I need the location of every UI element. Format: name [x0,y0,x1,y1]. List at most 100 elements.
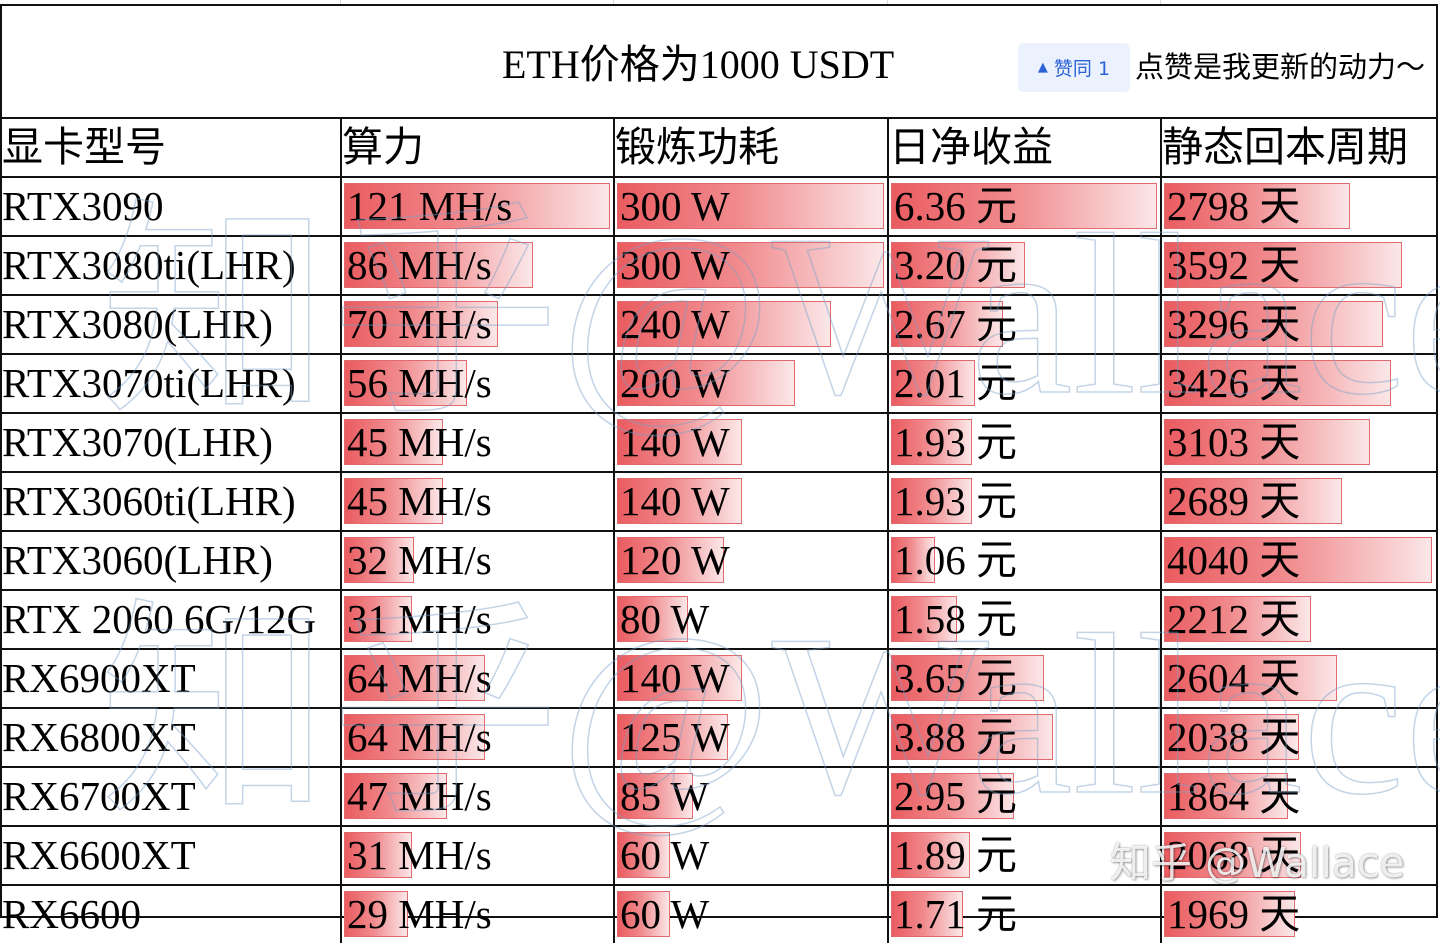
payback-cell: 1969 天 [1160,884,1436,943]
table-row: RX6600 29 MH/s 60 W 1.71 元 1969 天 [2,884,1436,943]
hashrate-cell-value: 64 MH/s [347,714,492,760]
data-bar [344,714,485,760]
data-bar [891,242,1025,288]
hashrate-cell-value: 31 MH/s [347,832,492,878]
payback-cell-value: 1864 天 [1167,773,1301,819]
hashrate-cell-value: 45 MH/s [347,419,492,465]
power-cell-value: 80 W [620,596,710,642]
gpu-mining-table: 显卡型号 算力 锻炼功耗 日净收益 静态回本周期 RTX3090 121 MH/s… [2,119,1436,943]
power-cell: 85 W [613,766,889,827]
hashrate-cell-value: 47 MH/s [347,773,492,819]
daily-profit-cell: 1.06 元 [887,530,1162,591]
gpu-model-cell: RX6600 [2,884,342,943]
table-row: RTX3070(LHR) 45 MH/s 140 W 1.93 元 3103 天 [2,412,1436,473]
hashrate-cell: 56 MH/s [340,353,615,414]
gpu-model-cell: RTX3070ti(LHR) [2,353,342,414]
hashrate-cell: 86 MH/s [340,235,615,296]
upvote-button[interactable]: ▲ 赞同 1 [1018,43,1130,92]
hashrate-cell-value: 121 MH/s [347,183,513,229]
daily-profit-cell-value: 1.71 元 [894,891,1017,937]
payback-cell: 2068 天 [1160,825,1436,886]
table-row: RX6600XT 31 MH/s 60 W 1.89 元 2068 天 [2,825,1436,886]
payback-cell-value: 2689 天 [1167,478,1301,524]
data-bar [617,773,693,819]
hashrate-cell: 70 MH/s [340,294,615,355]
header-payback: 静态回本周期 [1160,119,1436,178]
data-bar [1164,242,1402,288]
payback-cell: 2604 天 [1160,648,1436,709]
daily-profit-cell: 2.95 元 [887,766,1162,827]
hashrate-cell-value: 32 MH/s [347,537,492,583]
hashrate-cell: 45 MH/s [340,471,615,532]
hashrate-cell-value: 56 MH/s [347,360,492,406]
data-bar [1164,183,1350,229]
gpu-model-cell: RX6900XT [2,648,342,709]
hashrate-cell: 31 MH/s [340,589,615,650]
daily-profit-cell: 1.93 元 [887,412,1162,473]
gpu-model-cell: RX6800XT [2,707,342,768]
payback-cell: 3426 天 [1160,353,1436,414]
gpu-model-cell: RX6600XT [2,825,342,886]
daily-profit-cell: 1.71 元 [887,884,1162,943]
data-bar [891,714,1053,760]
daily-profit-cell: 3.65 元 [887,648,1162,709]
hashrate-cell: 31 MH/s [340,825,615,886]
data-bar [1164,773,1288,819]
daily-profit-cell: 6.36 元 [887,176,1162,237]
daily-profit-cell: 1.58 元 [887,589,1162,650]
payback-cell-value: 3103 天 [1167,419,1301,465]
power-cell: 240 W [613,294,889,355]
call-to-action-text: 点赞是我更新的动力～ [1135,52,1426,84]
daily-profit-cell-value: 3.65 元 [894,655,1017,701]
payback-cell: 2689 天 [1160,471,1436,532]
upvote-triangle-icon: ▲ [1037,60,1048,75]
daily-profit-cell: 2.01 元 [887,353,1162,414]
table-row: RTX3060(LHR) 32 MH/s 120 W 1.06 元 4040 天 [2,530,1436,591]
payback-cell: 2798 天 [1160,176,1436,237]
table-row: RX6900XT 64 MH/s 140 W 3.65 元 2604 天 [2,648,1436,709]
daily-profit-cell-value: 2.67 元 [894,301,1017,347]
gpu-model-cell: RX6700XT [2,766,342,827]
payback-cell-value: 2212 天 [1167,596,1301,642]
payback-cell: 3296 天 [1160,294,1436,355]
payback-cell: 2038 天 [1160,707,1436,768]
power-cell-value: 140 W [620,419,730,465]
power-cell-value: 125 W [620,714,730,760]
watermark-signature: 知乎 @Wallace [1110,839,1405,887]
power-cell-value: 200 W [620,360,730,406]
table-row: RX6700XT 47 MH/s 85 W 2.95 元 1864 天 [2,766,1436,827]
power-cell: 120 W [613,530,889,591]
data-bar [617,655,742,701]
daily-profit-cell: 1.93 元 [887,471,1162,532]
power-cell: 80 W [613,589,889,650]
payback-cell: 4040 天 [1160,530,1436,591]
hashrate-cell: 121 MH/s [340,176,615,237]
payback-cell: 3103 天 [1160,412,1436,473]
hashrate-cell-value: 45 MH/s [347,478,492,524]
daily-profit-cell-value: 1.06 元 [894,537,1017,583]
hashrate-cell-value: 29 MH/s [347,891,492,937]
power-cell-value: 140 W [620,655,730,701]
payback-cell: 2212 天 [1160,589,1436,650]
data-bar [617,714,728,760]
data-bar [344,183,610,229]
data-bar [617,242,884,288]
table-row: RTX3060ti(LHR) 45 MH/s 140 W 1.93 元 2689 天 [2,471,1436,532]
data-bar [891,773,1014,819]
data-bar [344,301,498,347]
data-bar [344,419,443,465]
header-hashrate: 算力 [340,119,615,178]
gpu-model-cell: RTX3070(LHR) [2,412,342,473]
data-bar [1164,478,1342,524]
gpu-model-cell: RTX 2060 6G/12G [2,589,342,650]
data-bar [344,773,447,819]
data-bar [891,596,957,642]
daily-profit-cell: 1.89 元 [887,825,1162,886]
payback-cell: 1864 天 [1160,766,1436,827]
payback-cell-value: 3426 天 [1167,360,1301,406]
column-guide [887,0,888,5]
data-bar [1164,596,1311,642]
gpu-model-cell: RTX3090 [2,176,342,237]
power-cell-value: 300 W [620,183,730,229]
power-cell: 125 W [613,707,889,768]
